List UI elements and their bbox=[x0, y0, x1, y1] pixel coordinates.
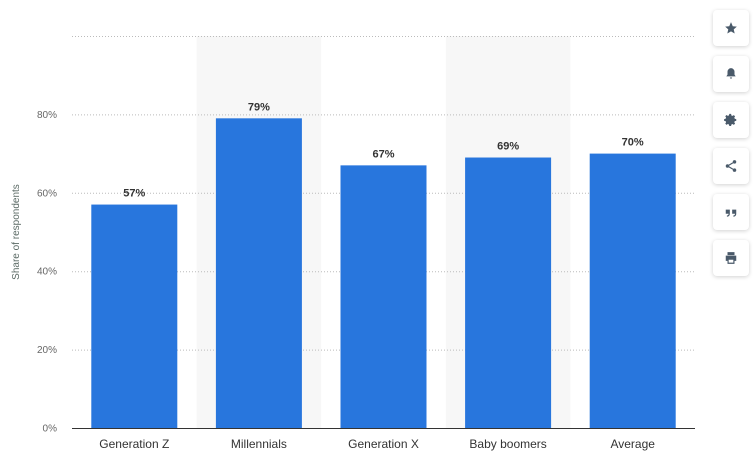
y-axis-label: Share of respondents bbox=[11, 184, 22, 280]
value-labels: 57% 79% 67% 69% 70% bbox=[123, 101, 644, 199]
value-label: 79% bbox=[248, 101, 270, 113]
print-button[interactable] bbox=[713, 240, 749, 276]
category-label: Millennials bbox=[231, 437, 287, 451]
value-label: 70% bbox=[622, 137, 644, 149]
bar bbox=[340, 165, 427, 429]
category-label: Baby boomers bbox=[469, 437, 546, 451]
gear-icon bbox=[724, 113, 737, 127]
cite-button[interactable] bbox=[713, 194, 749, 230]
y-tick-label: 20% bbox=[37, 345, 57, 356]
bars bbox=[91, 118, 676, 429]
chart-toolbar bbox=[713, 10, 751, 286]
y-tick-labels: 0% 20% 40% 60% 80% bbox=[37, 110, 57, 435]
value-label: 57% bbox=[123, 188, 145, 200]
share-icon bbox=[725, 160, 737, 172]
category-label: Generation Z bbox=[99, 437, 169, 451]
favorite-button[interactable] bbox=[713, 10, 749, 46]
quote-icon bbox=[725, 209, 737, 217]
print-icon bbox=[725, 252, 737, 264]
y-tick-label: 0% bbox=[43, 424, 58, 435]
bell-icon bbox=[726, 68, 736, 79]
bar bbox=[465, 157, 552, 428]
value-label: 67% bbox=[372, 148, 394, 160]
bar bbox=[91, 204, 178, 428]
bar bbox=[215, 118, 302, 428]
bar bbox=[589, 153, 676, 428]
category-label: Average bbox=[610, 437, 655, 451]
settings-button[interactable] bbox=[713, 102, 749, 138]
y-tick-label: 80% bbox=[37, 110, 57, 121]
value-label: 69% bbox=[497, 141, 519, 153]
category-labels: Generation Z Millennials Generation X Baby … bbox=[99, 437, 655, 451]
notification-button[interactable] bbox=[713, 56, 749, 92]
bar-chart: 57%79%67%69% 70% Generation Z Millennials G… bbox=[11, 36, 695, 451]
y-tick-label: 60% bbox=[37, 188, 57, 199]
category-label: Generation X bbox=[348, 437, 419, 451]
share-button[interactable] bbox=[713, 148, 749, 184]
star-icon bbox=[725, 22, 737, 34]
y-tick-label: 40% bbox=[37, 267, 57, 278]
